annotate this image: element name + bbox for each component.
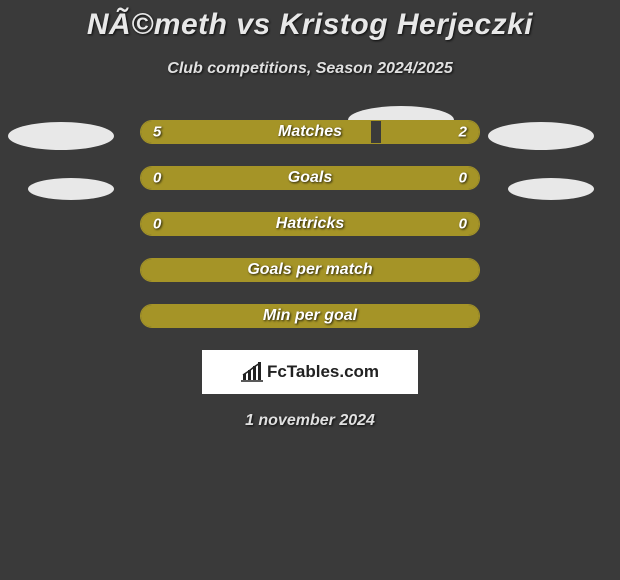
metric-row-goals: 0 Goals 0	[0, 166, 620, 190]
metric-value-left: 0	[153, 216, 161, 233]
metric-label: Goals per match	[247, 261, 372, 279]
page-title: NÃ©meth vs Kristog Herjeczki	[0, 8, 620, 42]
metric-bar: 0 Hattricks 0	[140, 212, 480, 236]
metric-value-right: 2	[459, 124, 467, 141]
metric-row-hattricks: 0 Hattricks 0	[0, 212, 620, 236]
metric-bar: Min per goal	[140, 304, 480, 328]
metric-bar: 0 Goals 0	[140, 166, 480, 190]
metric-bar: 5 Matches 2	[140, 120, 480, 144]
metric-value-right: 0	[459, 170, 467, 187]
comparison-card: NÃ©meth vs Kristog Herjeczki Club compet…	[0, 0, 620, 430]
footer-date: 1 november 2024	[0, 412, 620, 430]
metric-label: Goals	[288, 169, 332, 187]
bar-chart-icon	[241, 362, 263, 382]
metric-row-matches: 5 Matches 2	[0, 120, 620, 144]
metrics-list: 5 Matches 2 0 Goals 0 0 Hattri	[0, 120, 620, 328]
metric-bar: Goals per match	[140, 258, 480, 282]
brand-text: FcTables.com	[267, 362, 379, 382]
metric-row-mpg: Min per goal	[0, 304, 620, 328]
page-subtitle: Club competitions, Season 2024/2025	[0, 60, 620, 78]
metric-value-right: 0	[459, 216, 467, 233]
metric-value-left: 0	[153, 170, 161, 187]
metric-row-gpm: Goals per match	[0, 258, 620, 282]
brand-badge[interactable]: FcTables.com	[202, 350, 418, 394]
metric-value-left: 5	[153, 124, 161, 141]
metric-label: Min per goal	[263, 307, 357, 325]
metric-label: Hattricks	[276, 215, 344, 233]
metric-label: Matches	[278, 123, 342, 141]
bar-gap	[371, 121, 381, 143]
